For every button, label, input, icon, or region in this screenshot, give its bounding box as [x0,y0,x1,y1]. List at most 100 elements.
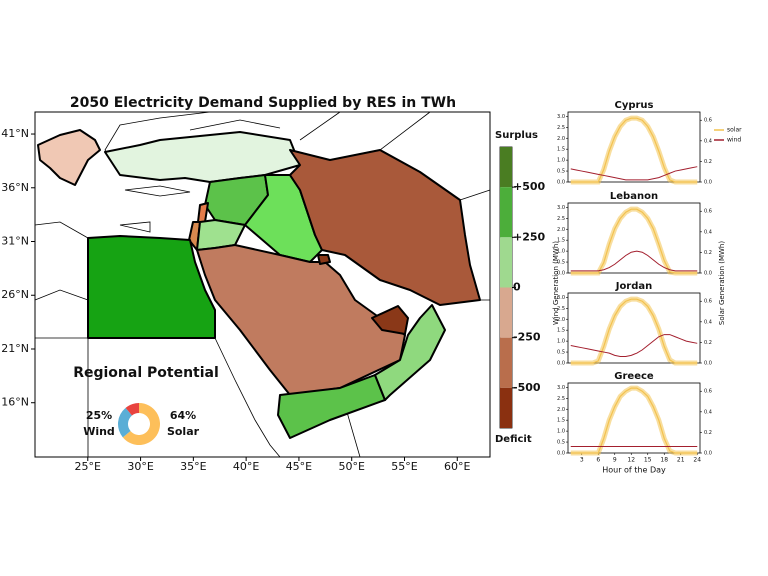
y-tick-label: 0.0 [557,451,565,457]
y-tick-label: 21°N [1,342,29,355]
x-tick-label: 30°E [127,460,153,473]
inset-title: Regional Potential [73,365,219,381]
donut-category-label: Wind [83,425,115,438]
y-tick-label: 2.0 [557,227,565,233]
y-tick-label: 3.0 [557,205,565,211]
y-tick-label: 0.0 [557,180,565,186]
y-tick-label: 2.5 [557,396,565,402]
coastline [34,111,491,458]
colorbar-tick-label: 0 [513,281,521,294]
colorbar-segment [500,237,512,288]
y-tick-label: 36°N [1,181,29,194]
y-tick-label: 1.0 [557,249,565,255]
map-title: 2050 Electricity Demand Supplied by RES … [70,95,456,111]
coastline [119,185,191,233]
donut-category-label: Solar [167,425,200,438]
y2-tick-label: 0.6 [704,209,712,215]
legend-label: wind [727,137,741,144]
y-axis-label: Wind Generation (MWh) [552,241,560,325]
panel-frame [567,292,701,364]
y-tick-label: 16°N [1,396,29,409]
y-tick-label: 3.0 [557,295,565,301]
y-tick-label: 2.5 [557,306,565,312]
x-tick-label: 12 [627,457,635,464]
colorbar-segment [500,337,512,388]
x-tick-label: 25°E [75,460,101,473]
country [371,305,409,335]
series-line [570,117,698,183]
y-tick-label: 41°N [1,127,29,140]
y-tick-label: 3.0 [557,385,565,391]
y-tick-label: 0.5 [557,440,565,446]
y-tick-label: 0.0 [557,361,565,367]
y-tick-label: 26°N [1,288,29,301]
panel-title: Greece [614,371,654,382]
x-tick-label: 60°E [444,460,470,473]
country [277,374,386,439]
y2-tick-label: 0.0 [704,451,712,457]
x-tick-label: 6 [596,457,600,464]
map [34,111,513,458]
colorbar-tick-label: +500 [513,180,546,193]
y2-tick-label: 0.0 [704,180,712,186]
y-tick-label: 3.0 [557,114,565,120]
x-tick-label: 45°E [286,460,312,473]
country [104,131,301,183]
series-line [570,334,698,357]
y2-tick-label: 0.2 [704,250,712,256]
x-tick-label: 15 [644,457,652,464]
country [317,254,331,265]
donut-slice [118,407,132,438]
colorbar-tick-label: +250 [513,230,546,243]
y-tick-label: 1.5 [557,238,565,244]
x-tick-label: 3 [580,457,584,464]
x-tick-label: 55°E [391,460,417,473]
y2-tick-label: 0.6 [704,299,712,305]
y2-tick-label: 0.0 [704,361,712,367]
y-tick-label: 1.0 [557,429,565,435]
y-tick-label: 0.5 [557,169,565,175]
y-tick-label: 1.5 [557,328,565,334]
colorbar-segment [500,287,512,338]
y-tick-label: 2.5 [557,216,565,222]
donut-slice [122,403,161,446]
panel-title: Lebanon [610,191,658,202]
x-tick-label: 9 [613,457,617,464]
x-tick-label: 40°E [233,460,259,473]
donut-slice [125,403,139,416]
donut-value-label: 64% [170,409,196,422]
y2-tick-label: 0.2 [704,159,712,165]
series-line [570,250,698,272]
y-tick-label: 1.5 [557,147,565,153]
y2-tick-label: 0.2 [704,340,712,346]
series-line [570,166,698,181]
y2-tick-label: 0.0 [704,271,712,277]
colorbar-segment [500,187,512,238]
colorbar-top-label: Surplus [495,130,538,141]
panel-frame [567,382,701,454]
colorbar-tick-label: -250 [513,331,541,344]
colorbar-segment [500,147,512,188]
x-tick-label: 50°E [338,460,364,473]
country [289,149,481,306]
y-tick-label: 0.5 [557,260,565,266]
y2-tick-label: 0.4 [704,138,712,144]
x-tick-label: 21 [677,457,685,464]
legend-label: solar [727,127,742,134]
map-frame [34,111,491,458]
colorbar-bottom-label: Deficit [495,434,532,445]
panel-frame [567,111,701,183]
panel-title: Jordan [615,281,653,292]
y2-tick-label: 0.4 [704,319,712,325]
panel-title: Cyprus [614,100,653,111]
y-tick-label: 2.0 [557,317,565,323]
donut-value-label: 25% [86,409,112,422]
y2-tick-label: 0.4 [704,409,712,415]
y-tick-label: 2.0 [557,136,565,142]
series-line [570,208,698,274]
panel-frame [567,202,701,274]
y-tick-label: 31°N [1,235,29,248]
y-tick-label: 0.5 [557,350,565,356]
y-tick-label: 0.0 [557,271,565,277]
